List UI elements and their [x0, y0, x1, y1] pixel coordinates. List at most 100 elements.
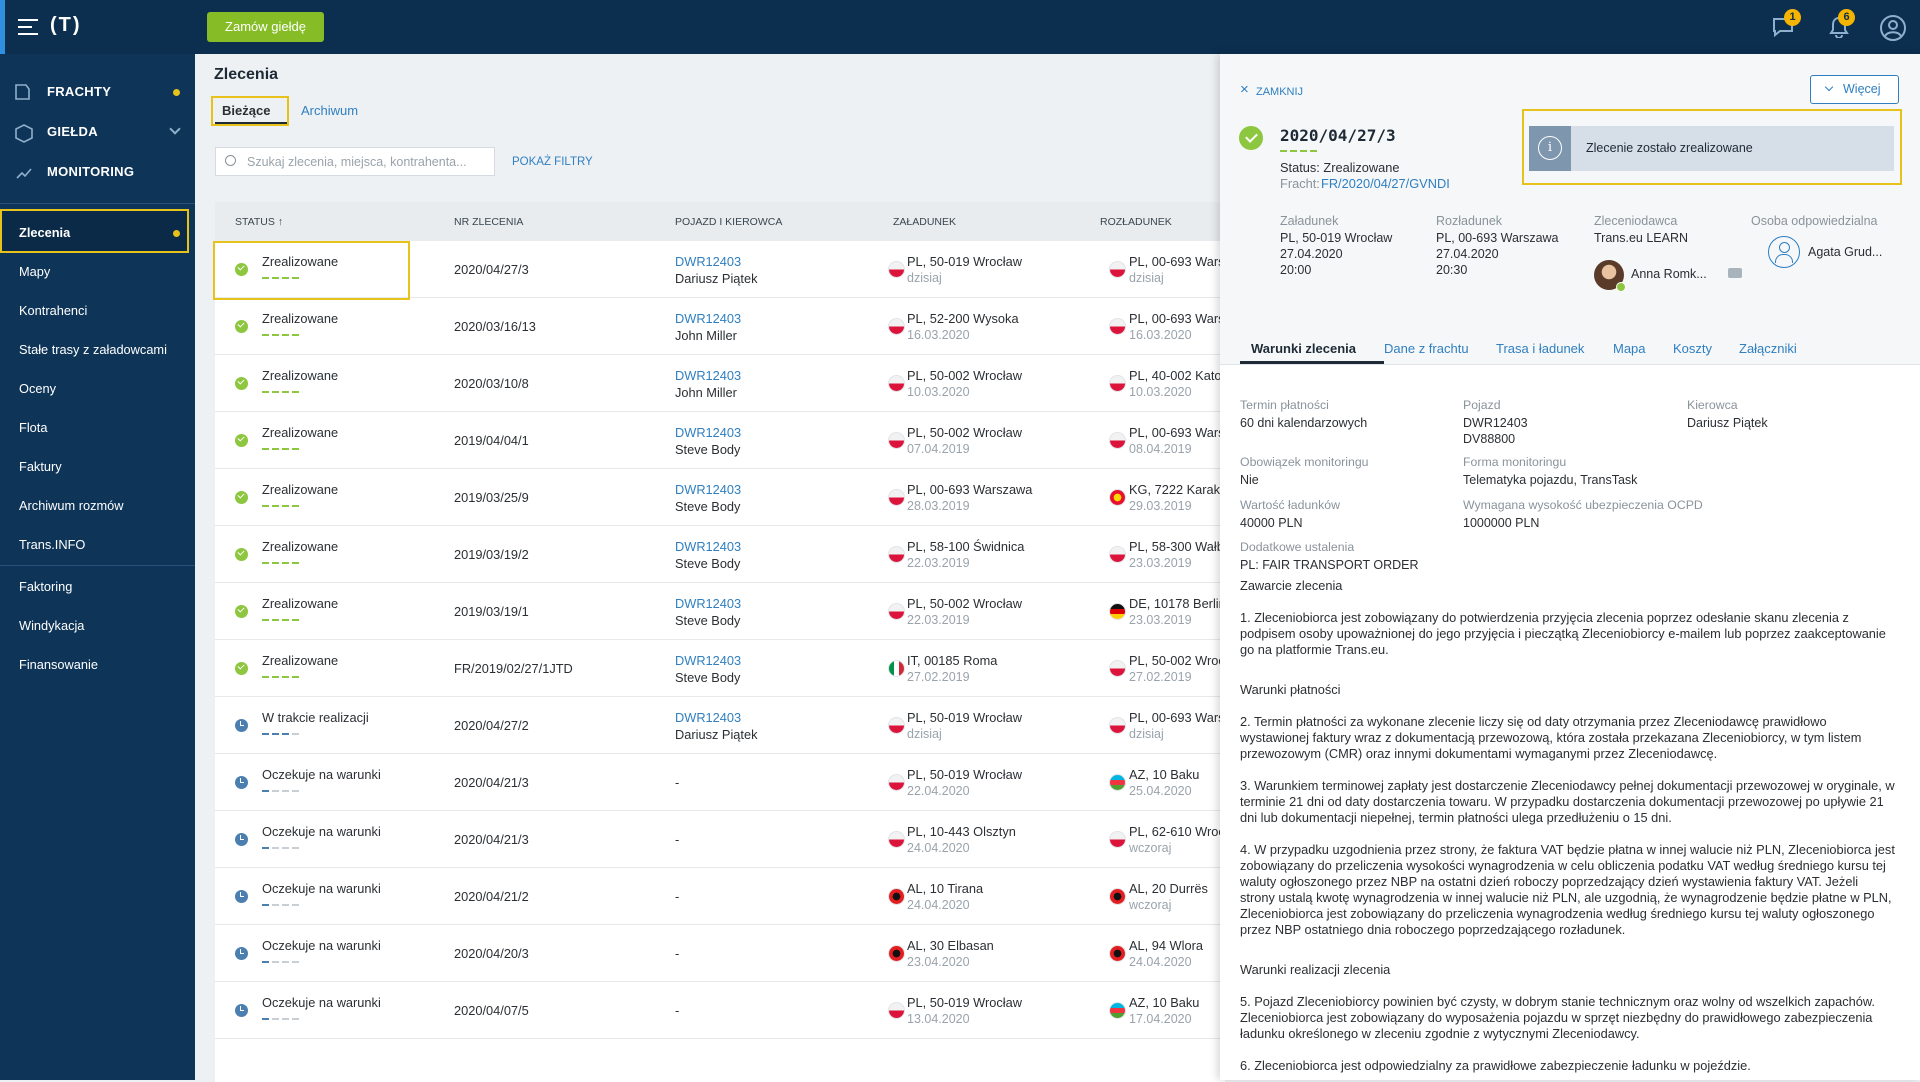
unload-place: AZ, 10 Baku [1129, 767, 1200, 782]
order-number[interactable]: 2020/04/27/3 [454, 262, 529, 277]
unload-date: 29.03.2019 [1129, 499, 1192, 513]
order-number[interactable]: 2019/03/19/2 [454, 547, 529, 562]
nav-item[interactable]: Archiwum rozmów [19, 498, 124, 513]
nav-item[interactable]: Flota [19, 420, 48, 435]
nav-item[interactable]: Oceny [19, 381, 56, 396]
flag [1109, 774, 1126, 791]
nav-item[interactable]: Mapy [19, 264, 51, 279]
table-row[interactable]: Zrealizowane 2019/03/19/2 DWR12403 Steve Bo… [215, 526, 1228, 583]
table-row[interactable]: Oczekuje na warunki 2020/04/21/3 - PL, 10-4… [215, 811, 1228, 868]
nav-item[interactable]: Windykacja [19, 618, 85, 633]
load-date: 07.04.2019 [907, 442, 970, 456]
divider [1220, 364, 1920, 365]
nav-item[interactable]: Kontrahenci [19, 303, 88, 318]
detail-tab[interactable]: Dane z frachtu [1384, 341, 1469, 356]
vehicle-link[interactable]: DWR12403 [675, 368, 742, 383]
vehicle-link[interactable]: DWR12403 [675, 539, 742, 554]
terms: Zawarcie zlecenia 1. Zleceniobiorca jest … [1240, 578, 1895, 1080]
detail-tab[interactable]: Warunki zlecenia [1251, 341, 1356, 356]
table-row[interactable]: Oczekuje na warunki 2020/04/20/3 - AL, 30 E… [215, 925, 1225, 982]
order-number[interactable]: 2019/03/19/1 [454, 604, 529, 619]
nav-item[interactable]: MONITORING [47, 164, 135, 179]
nav-item[interactable]: Stałe trasy z załadowcami [19, 342, 167, 357]
nav-item[interactable]: Faktoring [19, 579, 73, 594]
order-number[interactable]: 2020/04/27/2 [454, 718, 529, 733]
nav-item[interactable]: Finansowanie [19, 657, 98, 672]
table-row[interactable]: Oczekuje na warunki 2020/04/21/3 - PL, 50-0… [215, 754, 1225, 811]
vehicle-link[interactable]: DWR12403 [675, 311, 742, 326]
detail-tab[interactable]: Załączniki [1739, 341, 1797, 356]
vehicle-link[interactable]: DWR12403 [675, 482, 742, 497]
person-name[interactable]: Anna Romk... [1631, 267, 1707, 281]
progress-dash [262, 904, 269, 906]
detail-tab[interactable]: Mapa [1613, 341, 1646, 356]
status-icon [235, 320, 248, 333]
unload-date: 24.04.2020 [1129, 955, 1192, 969]
order-number[interactable]: 2020/04/21/3 [454, 832, 529, 847]
table-row[interactable]: Zrealizowane FR/2019/02/27/1JTD DWR12403 St… [215, 640, 1228, 697]
logo[interactable]: (T) [50, 14, 82, 36]
vehicle-link[interactable]: DWR12403 [675, 254, 742, 269]
order-button[interactable]: Zamów giełdę [207, 12, 324, 42]
profile-icon[interactable] [1879, 14, 1907, 42]
person-name[interactable]: Agata Grud... [1808, 245, 1883, 259]
table-row[interactable]: Zrealizowane 2020/03/10/8 DWR12403 John Mil… [215, 355, 1231, 412]
column-header[interactable]: STATUS ↑ [235, 216, 284, 228]
page-title: Zlecenia [214, 66, 279, 83]
flag [888, 1002, 905, 1019]
table-row[interactable]: Zrealizowane 2019/04/04/1 DWR12403 Steve Bo… [215, 412, 1231, 469]
nav-item[interactable]: Zlecenia [19, 225, 71, 240]
table-row[interactable]: Zrealizowane 2019/03/25/9 DWR12403 Steve Bo… [215, 469, 1230, 526]
order-number[interactable]: 2020/04/20/3 [454, 946, 529, 961]
flag [888, 717, 905, 734]
table-row[interactable]: Zrealizowane 2020/03/16/13 DWR12403 John Mi… [215, 298, 1231, 355]
flag [1109, 660, 1126, 677]
nav-item[interactable]: Trans.INFO [19, 537, 86, 552]
nav-item[interactable]: Faktury [19, 459, 62, 474]
flag [888, 432, 905, 449]
detail-tab[interactable]: Trasa i ładunek [1496, 341, 1585, 356]
more-button[interactable]: Więcej [1810, 75, 1899, 104]
terms-paragraph: 2. Termin płatności za wykonane zlecenie… [1240, 714, 1862, 761]
vehicle-link[interactable]: DWR12403 [675, 653, 742, 668]
order-number[interactable]: 2019/03/25/9 [454, 490, 529, 505]
flag [1109, 546, 1126, 563]
check [237, 434, 245, 442]
table-row[interactable]: Oczekuje na warunki 2020/04/07/5 - PL, 50-0… [215, 982, 1225, 1039]
vehicle-link[interactable]: DWR12403 [675, 710, 742, 725]
order-number[interactable]: 2020/03/10/8 [454, 376, 529, 391]
order-number[interactable]: FR/2019/02/27/1JTD [454, 661, 573, 676]
load-place: AL, 10 Tirana [907, 881, 984, 896]
table-row[interactable]: W trakcie realizacji 2020/04/27/2 DWR12403… [215, 697, 1231, 754]
table-row[interactable]: Oczekuje na warunki 2020/04/21/2 - AL, 10 T… [215, 868, 1225, 925]
order-number[interactable]: 2020/04/07/5 [454, 1003, 529, 1018]
flag [888, 888, 905, 905]
menu-icon[interactable] [18, 18, 40, 36]
flag [888, 261, 905, 278]
progress-dash [262, 562, 269, 564]
detail-tab[interactable]: Koszty [1673, 341, 1713, 356]
vehicle-link[interactable]: DWR12403 [675, 425, 742, 440]
tab[interactable]: Archiwum [301, 103, 359, 118]
filters-button[interactable]: POKAŻ FILTRY [512, 156, 593, 168]
order-number[interactable]: 2020/03/16/13 [454, 319, 536, 334]
search-box[interactable]: Szukaj zlecenia, miejsca, kontrahenta... [215, 147, 495, 176]
table-row[interactable]: Zrealizowane 2019/03/19/1 DWR12403 Steve Bo… [215, 583, 1226, 640]
status-icon [235, 662, 248, 675]
order-number[interactable]: 2020/04/21/3 [454, 775, 529, 790]
order-number[interactable]: 2019/04/04/1 [454, 433, 529, 448]
table-row[interactable]: Zrealizowane 2020/04/27/3 DWR12403 Dariusz … [215, 241, 1231, 298]
freight-link[interactable]: FR/2020/04/27/GVNDI [1321, 176, 1450, 191]
progress-dash [282, 448, 289, 450]
nav-item[interactable]: GIEŁDA [47, 124, 98, 139]
nav-item[interactable]: FRACHTY [47, 84, 112, 99]
vehicle-link[interactable]: DWR12403 [675, 596, 742, 611]
clock [240, 721, 244, 726]
close-button[interactable]: ZAMKNIJ [1256, 86, 1304, 98]
progress-dash [292, 505, 299, 507]
terms-paragraph: 3. Warunkiem terminowej zapłaty jest dos… [1240, 778, 1895, 825]
chat-icon[interactable] [1728, 268, 1742, 278]
order-number[interactable]: 2020/04/21/2 [454, 889, 529, 904]
tab[interactable]: Bieżące [222, 103, 271, 118]
vehicle: - [675, 1003, 680, 1018]
